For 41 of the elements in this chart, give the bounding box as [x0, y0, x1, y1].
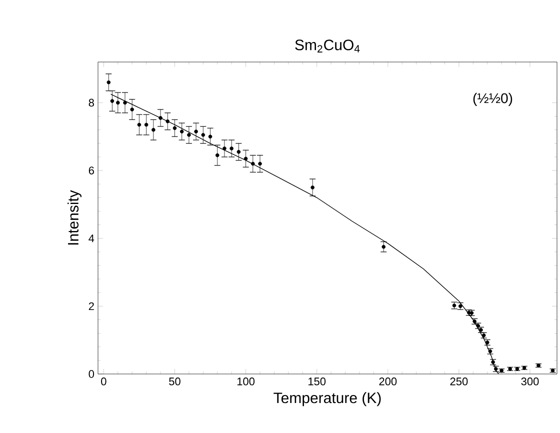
point — [166, 119, 170, 124]
x-tick-label: 150 — [308, 378, 326, 386]
point — [172, 126, 177, 130]
point — [116, 100, 120, 105]
y-tick-label: 2 — [88, 302, 94, 310]
point — [244, 156, 248, 161]
point — [201, 133, 206, 137]
point — [180, 130, 184, 134]
point — [158, 116, 162, 120]
point — [194, 130, 198, 134]
point — [137, 122, 142, 127]
point — [382, 244, 386, 249]
point — [230, 146, 234, 150]
point — [130, 108, 134, 112]
point — [152, 128, 156, 132]
y-axis-title: Intensity — [68, 190, 82, 245]
point — [236, 150, 241, 154]
chart-title: Sm$_{2}$CuO$_{4}$ — [295, 40, 360, 52]
x-tick-label: 100 — [237, 378, 255, 386]
x-axis-title: Temperature (K) — [274, 392, 381, 406]
point — [144, 122, 148, 127]
y-tick-label: 6 — [88, 166, 94, 174]
point — [208, 134, 212, 138]
x-tick-label: 0 — [101, 378, 106, 386]
x-tick-label: 200 — [379, 378, 397, 386]
point — [222, 146, 226, 150]
point — [310, 186, 314, 190]
point — [215, 153, 220, 158]
y-tick-label: 0 — [88, 370, 94, 378]
y-tick-label: 4 — [88, 234, 94, 242]
point — [106, 80, 111, 84]
annotation: (½½0) — [473, 92, 512, 106]
point — [258, 162, 262, 166]
point — [187, 133, 191, 137]
point — [250, 162, 255, 166]
y-tick-label: 8 — [88, 98, 94, 107]
point — [110, 99, 114, 103]
x-tick-label: 250 — [450, 378, 468, 386]
x-tick-label: 50 — [169, 378, 180, 386]
point — [123, 100, 127, 105]
x-tick-label: 300 — [521, 378, 539, 386]
